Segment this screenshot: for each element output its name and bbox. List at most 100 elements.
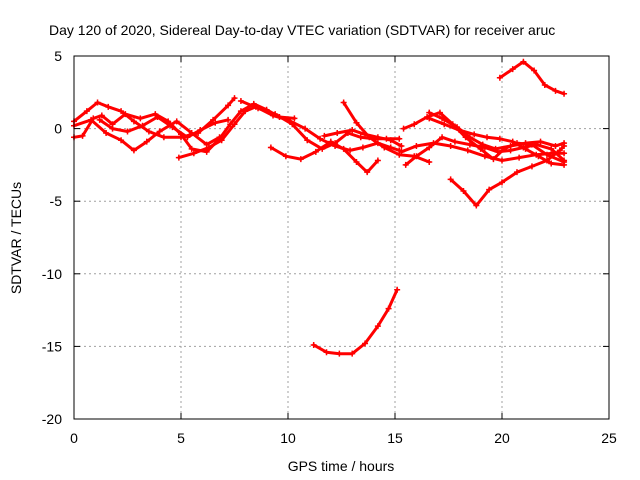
data-point (327, 138, 334, 145)
data-point (531, 67, 538, 74)
data-point (225, 116, 232, 123)
series-line (312, 288, 399, 356)
data-point (496, 135, 503, 142)
data-point (302, 125, 309, 132)
data-point (197, 127, 204, 134)
data-point (304, 137, 311, 144)
x-tick-label: 20 (494, 430, 510, 446)
data-point (556, 147, 563, 154)
series-track-16 (447, 143, 568, 209)
series-layer (71, 58, 568, 357)
y-tick-label: -5 (50, 193, 63, 209)
data-point (528, 163, 535, 170)
data-point (479, 141, 486, 148)
data-point (374, 323, 381, 330)
data-point (349, 350, 356, 357)
series-track-13 (398, 140, 568, 164)
data-point (561, 143, 568, 150)
series-track-5 (175, 103, 403, 161)
data-point (103, 129, 110, 136)
data-point (509, 66, 516, 73)
data-point (362, 340, 369, 347)
data-point (447, 143, 454, 150)
plot-frame (73, 55, 610, 420)
data-point (426, 144, 433, 151)
data-point (535, 153, 542, 160)
series-line (498, 60, 566, 96)
x-tick-label: 0 (70, 430, 78, 446)
data-point (439, 115, 446, 122)
data-point (160, 134, 167, 141)
y-axis-label: SDTVAR / TECUs (8, 182, 24, 294)
data-point (398, 143, 405, 150)
data-point (499, 157, 505, 164)
data-point (471, 131, 478, 138)
data-point (548, 160, 555, 167)
data-point (366, 134, 373, 141)
data-point (411, 121, 418, 128)
data-point (473, 202, 480, 209)
data-point (561, 150, 568, 157)
x-tick-label: 15 (387, 430, 403, 446)
series-track-7 (267, 138, 381, 176)
data-point (242, 108, 249, 115)
data-point (413, 153, 420, 160)
data-point (353, 119, 360, 126)
data-point (460, 188, 467, 195)
data-point (522, 140, 529, 147)
y-tick-label: -20 (42, 411, 62, 427)
data-point (105, 103, 112, 110)
data-point (237, 98, 244, 105)
y-tick-label: 5 (54, 48, 62, 64)
data-point (374, 134, 381, 141)
data-point (334, 129, 341, 136)
data-point (267, 144, 274, 151)
series-line (449, 144, 566, 208)
data-point (282, 153, 289, 160)
series-track-4 (96, 113, 232, 141)
data-point (297, 156, 304, 163)
data-point (413, 143, 420, 150)
x-axis-label: GPS time / hours (288, 458, 395, 474)
data-point (496, 74, 503, 81)
data-point (79, 132, 86, 139)
data-point (481, 153, 488, 160)
series-track-15 (426, 115, 568, 168)
data-point (255, 105, 262, 112)
data-point (548, 145, 555, 152)
data-point (145, 128, 152, 135)
data-point (492, 145, 499, 152)
y-tick-label: -10 (42, 266, 62, 282)
data-point (466, 134, 473, 141)
data-point (400, 125, 407, 132)
data-point (190, 150, 197, 157)
tick-layer: 0 5 10 15 20 25 5 0 -5 -10 -15 -20 (42, 48, 617, 446)
data-point (173, 118, 180, 125)
data-point (561, 90, 568, 97)
data-point (357, 134, 364, 141)
data-point (90, 115, 97, 122)
data-point (447, 176, 454, 183)
data-point (272, 111, 279, 118)
series-track-17 (496, 58, 568, 97)
data-point (374, 157, 381, 164)
data-point (169, 124, 176, 131)
chart-title: Day 120 of 2020, Sidereal Day-to-day VTE… (49, 22, 555, 38)
data-point (130, 147, 137, 154)
data-point (231, 95, 238, 102)
data-point (96, 116, 103, 123)
data-point (175, 154, 182, 161)
x-tick-label: 10 (280, 430, 296, 446)
data-point (188, 145, 195, 152)
data-point (364, 169, 371, 176)
data-point (561, 161, 568, 168)
data-point (387, 137, 394, 144)
data-point (396, 135, 403, 142)
data-point (205, 144, 212, 151)
data-point (484, 134, 491, 141)
series-track-2 (71, 116, 223, 154)
data-point (436, 109, 443, 116)
data-point (426, 158, 433, 165)
data-point (83, 108, 90, 115)
data-point (124, 128, 131, 135)
